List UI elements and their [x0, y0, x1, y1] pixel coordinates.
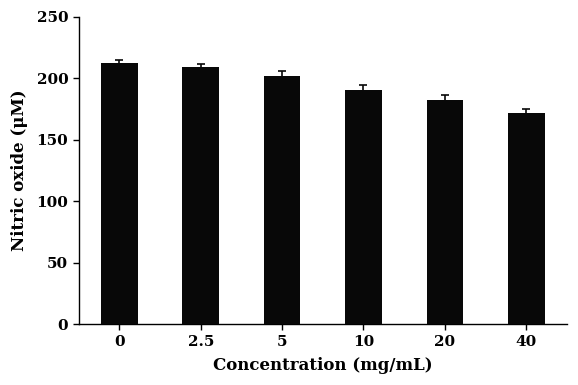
- Bar: [101, 64, 138, 324]
- Bar: [345, 90, 382, 324]
- Bar: [183, 67, 219, 324]
- Bar: [427, 100, 463, 324]
- Y-axis label: Nitric oxide (μM): Nitric oxide (μM): [11, 90, 28, 251]
- X-axis label: Concentration (mg/mL): Concentration (mg/mL): [213, 357, 432, 374]
- Bar: [508, 112, 544, 324]
- Bar: [264, 76, 301, 324]
